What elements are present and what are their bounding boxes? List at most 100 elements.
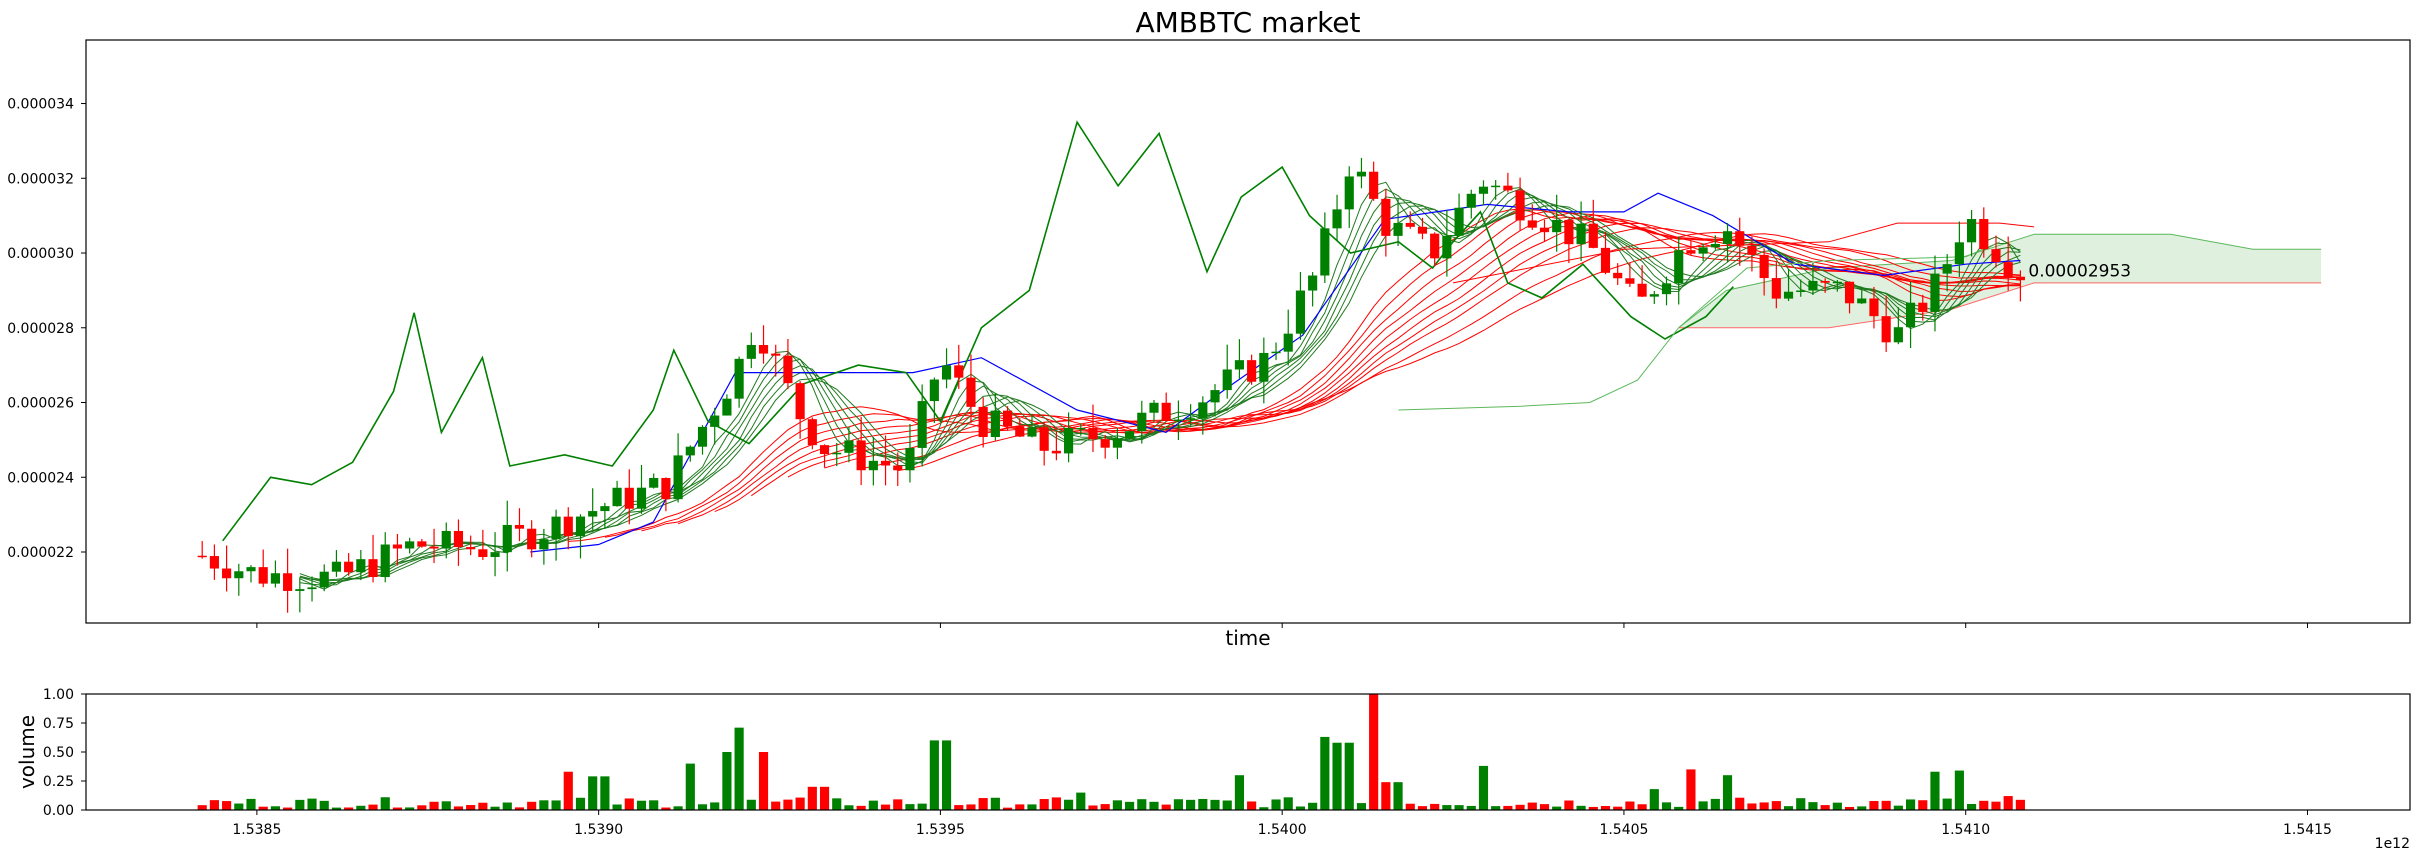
volume-bar xyxy=(1759,802,1769,810)
volume-bar xyxy=(392,807,403,810)
volume-bar xyxy=(1954,770,1964,810)
volume-bar xyxy=(502,802,512,810)
volume-bar xyxy=(1893,805,1903,810)
green-indicator-line xyxy=(222,120,1734,542)
volume-bar xyxy=(1430,803,1440,810)
volume-bar xyxy=(1466,805,1476,810)
volume-bar xyxy=(1393,782,1403,810)
volume-bar xyxy=(197,805,207,810)
volume-bar xyxy=(1905,799,1916,810)
candle-up xyxy=(1832,281,1842,284)
candle-up xyxy=(673,455,683,500)
volume-bar xyxy=(1125,801,1135,810)
candle-down xyxy=(466,547,476,550)
candle-up xyxy=(575,516,586,537)
candle-down xyxy=(283,573,293,591)
candle-up xyxy=(649,477,659,488)
volume-bar xyxy=(429,801,439,810)
volume-bar xyxy=(1967,803,1977,810)
volume-bar xyxy=(1100,804,1110,810)
x-tick-label: 1.5405 xyxy=(1599,822,1648,838)
price-plot-area: 0.00002953 xyxy=(197,120,2322,613)
volume-bar xyxy=(807,786,817,810)
y-tick-label: 0.000026 xyxy=(7,396,74,412)
volume-bar xyxy=(246,798,256,810)
candle-up xyxy=(1857,298,1867,304)
candle-up xyxy=(1271,351,1281,354)
volume-bar xyxy=(600,776,610,810)
volume-bar xyxy=(1344,742,1354,810)
volume-bar xyxy=(1588,806,1598,810)
volume-bar xyxy=(1454,805,1464,810)
candle-up xyxy=(1930,273,1940,312)
volume-bar xyxy=(1661,802,1672,810)
volume-bar xyxy=(551,800,561,810)
volume-bar xyxy=(1064,799,1074,810)
volume-bar xyxy=(490,806,500,810)
volume-bar xyxy=(1649,789,1659,810)
volume-bar xyxy=(1283,797,1293,810)
candle-down xyxy=(1918,302,1928,312)
candle-up xyxy=(990,410,1000,438)
volume-bar xyxy=(466,805,476,810)
candle-up xyxy=(1173,419,1183,422)
candle-up xyxy=(1576,223,1586,245)
volume-bar xyxy=(478,802,488,810)
volume-bar xyxy=(819,786,830,810)
candle-down xyxy=(1247,360,1257,382)
volume-bar xyxy=(1857,806,1867,810)
candle-up xyxy=(1442,235,1452,259)
volume-bar xyxy=(917,803,927,810)
candle-up xyxy=(246,567,256,572)
volume-bar xyxy=(1564,800,1574,810)
volume-bar xyxy=(1222,800,1232,810)
volume-bar xyxy=(417,805,427,810)
volume-bar xyxy=(368,804,378,810)
candle-up xyxy=(1344,176,1354,210)
y-tick-label: 0.000034 xyxy=(7,97,74,113)
volume-bar xyxy=(1039,799,1049,810)
volume-bar xyxy=(1991,801,2001,810)
volume-bar xyxy=(636,800,647,810)
volume-bar xyxy=(1503,805,1513,810)
candle-down xyxy=(1051,450,1061,454)
candle-up xyxy=(1710,243,1720,248)
volume-bar xyxy=(1637,804,1647,810)
candle-down xyxy=(1015,426,1025,437)
volume-bar xyxy=(1844,806,1855,810)
candle-down xyxy=(893,465,903,471)
blue-indicator-line xyxy=(530,192,2021,553)
candle-up xyxy=(722,398,732,416)
candle-down xyxy=(1991,249,2001,263)
volume-bar xyxy=(1722,775,1733,810)
volume-bar xyxy=(1930,771,1940,810)
volume-bar xyxy=(1796,798,1806,810)
candle-up xyxy=(1893,327,1903,343)
candle-up xyxy=(502,524,512,553)
candle-down xyxy=(2015,276,2025,281)
candle-up xyxy=(1027,427,1037,437)
ma-slow-line xyxy=(604,209,2021,538)
volume-bar xyxy=(1576,805,1586,810)
volume-bar xyxy=(527,801,537,810)
candle-down xyxy=(819,445,830,455)
x-tick-label: 1.5410 xyxy=(1941,822,1990,838)
volume-bar xyxy=(1149,801,1159,810)
candle-down xyxy=(429,546,439,549)
volume-bar xyxy=(990,797,1000,810)
candle-up xyxy=(331,561,342,572)
candle-up xyxy=(1796,290,1806,293)
volume-bar xyxy=(1979,800,1989,810)
x-tick-label: 1.5390 xyxy=(574,822,623,838)
ma-fast-line xyxy=(299,181,2021,590)
candle-down xyxy=(527,528,537,550)
candle-up xyxy=(710,415,720,427)
candle-down xyxy=(1613,272,1623,279)
volume-bar xyxy=(1783,806,1794,810)
y-tick-label: 0.000022 xyxy=(7,545,74,561)
candle-up xyxy=(746,345,756,359)
x-tick-label: 1.5415 xyxy=(2283,822,2332,838)
candle-down xyxy=(417,541,427,547)
candle-up xyxy=(1356,171,1367,177)
volume-bar xyxy=(1820,805,1830,810)
